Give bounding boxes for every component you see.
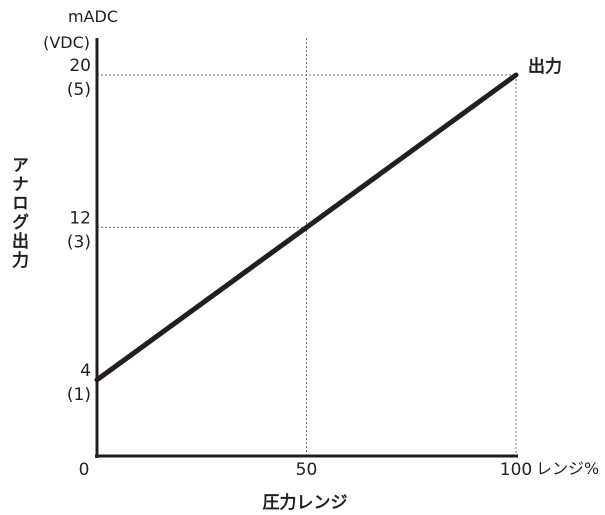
- y-axis-title: アナログ出力: [8, 156, 29, 270]
- y-unit-primary: mADC: [68, 7, 118, 26]
- y-tick-label: 12: [69, 208, 91, 228]
- y-unit-secondary: (VDC): [43, 33, 90, 52]
- x-unit-label: レンジ%: [536, 459, 599, 478]
- x-tick-label: 100: [500, 460, 532, 480]
- y-tick-sublabel: (1): [67, 385, 91, 405]
- x-tick-labels: 0 50 100: [79, 460, 533, 480]
- series-label: 出力: [528, 56, 562, 77]
- y-tick-labels: 4 (1) 12 (3) 20 (5): [67, 56, 91, 405]
- x-tick-label: 0: [79, 460, 90, 480]
- series-line-output: [94, 72, 519, 383]
- y-tick-label: 20: [69, 56, 91, 76]
- y-tick-sublabel: (5): [67, 80, 91, 100]
- x-tick-label: 50: [296, 460, 318, 480]
- y-tick-label: 4: [80, 361, 91, 381]
- x-axis-title: 圧力レンジ: [263, 492, 348, 513]
- y-tick-sublabel: (3): [67, 232, 91, 252]
